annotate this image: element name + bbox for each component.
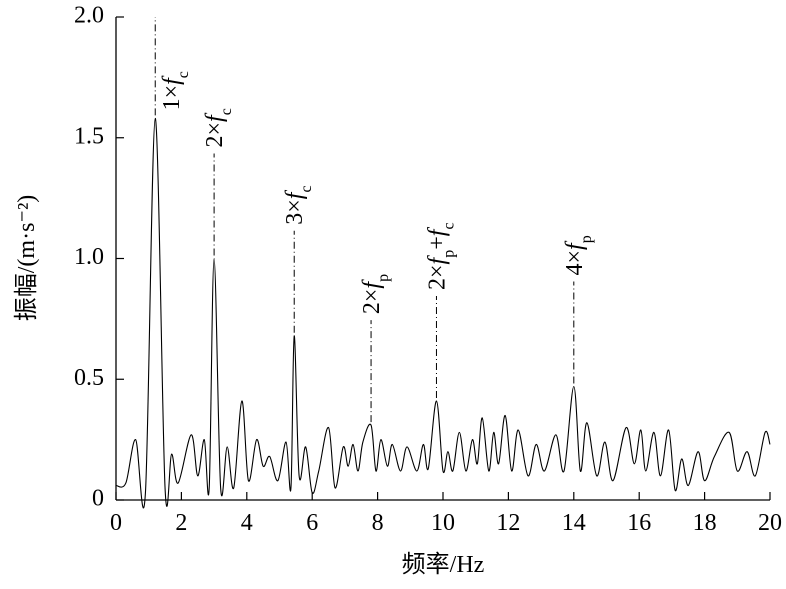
spectrum-line [115, 117, 771, 509]
annotation-label-part: f [202, 112, 228, 122]
annotation-label-part: p [440, 250, 457, 258]
x-tick-label: 2 [175, 510, 187, 536]
x-tick-label: 16 [627, 510, 651, 536]
x-axis-label: 频率/Hz [402, 551, 485, 578]
y-tick-label: 0.5 [74, 365, 104, 391]
annotation-label-part: f [159, 75, 185, 85]
x-tick-label: 0 [110, 510, 122, 536]
x-tick-label: 6 [306, 510, 318, 536]
annotation-label-part: f [424, 254, 450, 264]
annotation-label-part: 3× [282, 199, 308, 225]
annotation-label: 4×fp [562, 235, 595, 275]
annotation-label-part: p [577, 235, 594, 243]
x-tick-label: 14 [562, 510, 586, 536]
x-tick-label: 10 [431, 510, 455, 536]
annotation-label: 2×fc [202, 108, 235, 147]
annotation-label-part: f [282, 189, 308, 199]
annotation-label-part: p [375, 274, 392, 282]
y-tick-label: 2.0 [74, 3, 104, 29]
annotation-label-part: 4× [562, 250, 588, 276]
x-tick-label: 12 [496, 510, 520, 536]
y-axis-label: 振幅/(m·s⁻²) [13, 195, 40, 322]
x-tick-label: 4 [241, 510, 253, 536]
annotation-label-part: f [359, 279, 385, 289]
annotation-label-part: + [424, 236, 450, 250]
annotation-label: 2×fp [359, 274, 392, 314]
annotation-label-part: c [298, 185, 315, 192]
annotation-label-part: f [424, 226, 450, 236]
annotation-label: 1×fc [159, 71, 192, 110]
annotation-label-part: 2× [202, 122, 228, 148]
annotation-label-part: 2× [424, 264, 450, 290]
annotation-label-part: c [175, 71, 192, 78]
x-tick-label: 18 [693, 510, 717, 536]
x-tick-label: 8 [372, 510, 384, 536]
annotation-label-part: 2× [359, 289, 385, 315]
y-tick-label: 1.0 [74, 244, 104, 270]
annotation-label-part: f [562, 240, 588, 250]
annotation-label-part: 1× [159, 85, 185, 111]
annotation-label: 3×fc [282, 185, 315, 224]
y-tick-label: 1.5 [74, 123, 104, 149]
annotation-label: 2×fp+fc [424, 222, 457, 290]
y-tick-label: 0 [92, 486, 104, 512]
x-tick-label: 20 [758, 510, 782, 536]
annotation-label-part: c [440, 222, 457, 229]
annotation-label-part: c [218, 108, 235, 115]
